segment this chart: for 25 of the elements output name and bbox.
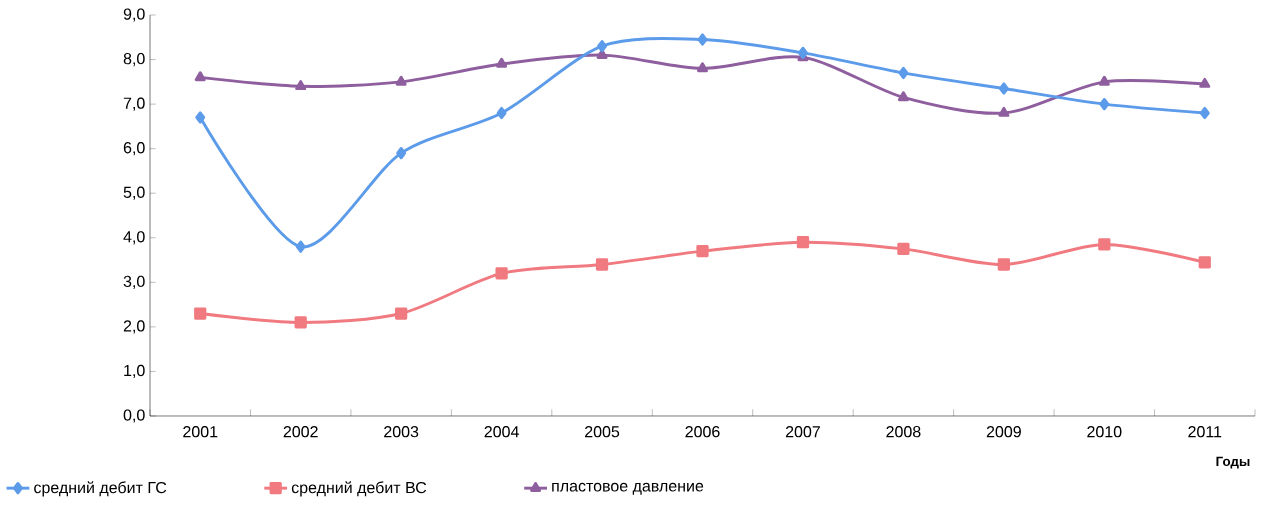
y-tick-label: 4,0 <box>123 231 145 245</box>
y-tick-label: 7,0 <box>123 97 145 111</box>
x-tick-label: 2003 <box>384 426 419 438</box>
y-tick-label: 2,0 <box>123 320 145 334</box>
x-tick-label: 2008 <box>886 426 921 438</box>
x-tick-label: 2009 <box>986 426 1021 438</box>
x-tick-label: 2001 <box>183 426 218 438</box>
x-tick-label: 2002 <box>283 426 318 438</box>
y-tick-label: 6,0 <box>123 142 145 156</box>
x-tick-label: 2006 <box>685 426 720 438</box>
y-tick-label: 0,0 <box>123 409 145 423</box>
y-tick-label: 8,0 <box>123 52 145 67</box>
legend-label: пластовое давление <box>552 482 704 495</box>
x-tick-label: 2007 <box>785 426 820 438</box>
x-tick-label: 2005 <box>585 426 620 438</box>
legend-label: средний дебит ГС <box>34 481 167 497</box>
y-tick-label: 3,0 <box>123 275 145 289</box>
legend-label: средний дебит ВС <box>291 481 427 497</box>
x-axis-title: Годы <box>1216 456 1250 469</box>
y-tick-label: 1,0 <box>124 364 145 379</box>
y-tick-label: 5,0 <box>123 186 145 200</box>
x-tick-label: 2010 <box>1087 426 1122 438</box>
x-tick-label: 2011 <box>1188 426 1222 438</box>
y-tick-label: 9,0 <box>123 8 145 22</box>
x-tick-label: 2004 <box>484 426 519 438</box>
